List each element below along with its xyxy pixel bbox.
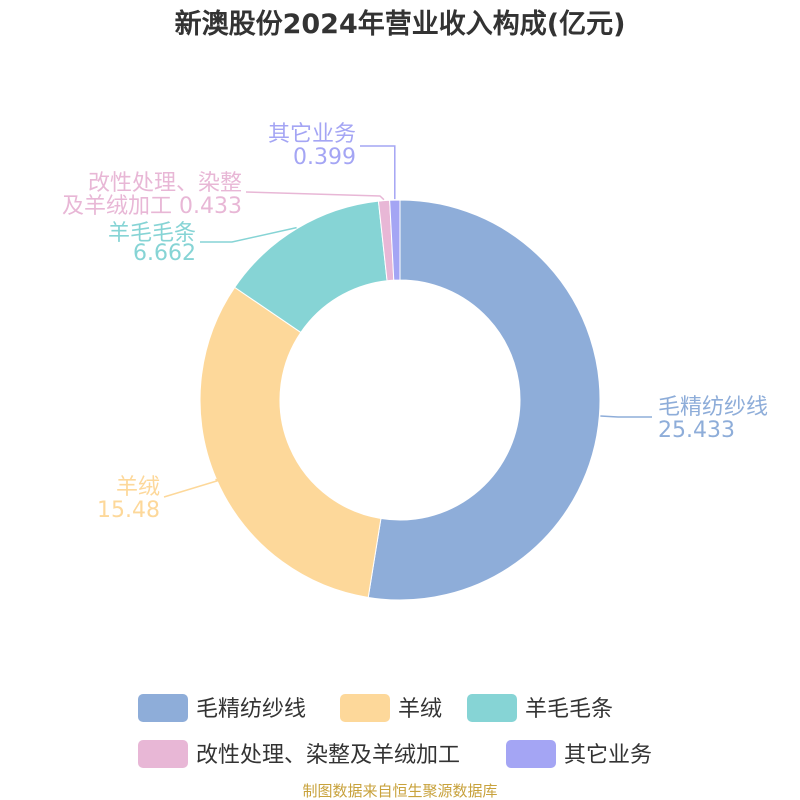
slice-1: [367, 199, 601, 601]
slice-value-1: 25.433: [658, 418, 735, 443]
slice-label-3: 羊毛毛条: [108, 221, 196, 246]
leader-line-4: [245, 191, 385, 201]
chart-title: 新澳股份2024年营业收入构成(亿元): [175, 8, 626, 40]
leader-line-3: [200, 226, 297, 243]
legend-swatch-5: [506, 740, 556, 768]
data-source-note: 制图数据来自恒生聚源数据库: [302, 782, 497, 800]
label-leader-lines: [163, 145, 652, 498]
legend-label-4: 改性处理、染整及羊绒加工: [196, 743, 460, 768]
slice-label-1: 毛精纺纱线: [658, 395, 768, 420]
slice-value-4: 及羊绒加工 0.433: [62, 194, 242, 219]
legend-label-5: 其它业务: [564, 743, 652, 768]
leader-line-5: [360, 145, 396, 200]
legend-swatch-3: [467, 694, 517, 722]
legend-label-2: 羊绒: [398, 697, 442, 722]
leader-line-2: [163, 478, 221, 498]
slice-label-2: 羊绒: [116, 475, 160, 500]
donut-slices: [199, 199, 601, 601]
slice-2: [199, 286, 382, 599]
legend-swatch-1: [138, 694, 188, 722]
legend-swatch-2: [340, 694, 390, 722]
leader-line-1: [600, 415, 652, 418]
slice-label-4: 改性处理、染整: [88, 171, 242, 196]
legend-label-1: 毛精纺纱线: [196, 697, 306, 722]
slice-5: [389, 199, 401, 281]
slice-label-5: 其它业务: [268, 122, 356, 147]
legend-swatch-4: [138, 740, 188, 768]
slice-value-5: 0.399: [293, 145, 356, 170]
slice-value-3: 6.662: [133, 241, 196, 266]
legend-label-3: 羊毛毛条: [525, 697, 613, 722]
slice-value-2: 15.48: [97, 498, 160, 523]
